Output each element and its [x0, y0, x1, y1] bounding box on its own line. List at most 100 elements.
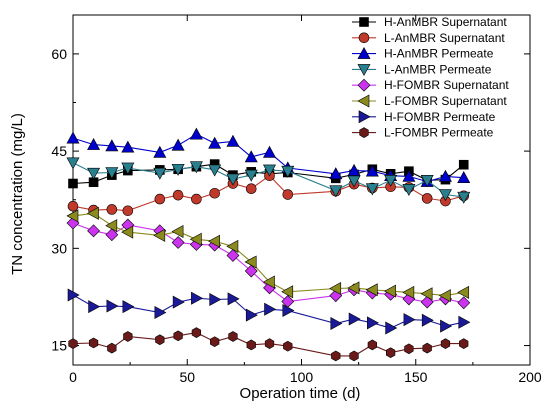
x-axis-title: Operation time (d): [240, 385, 361, 402]
data-point: [208, 164, 222, 177]
x-tick-label: 0: [69, 369, 77, 385]
data-point: [153, 167, 167, 180]
data-point: [171, 236, 185, 249]
data-point: [329, 167, 343, 180]
data-point: [227, 292, 240, 306]
data-point: [283, 340, 293, 352]
legend-label: L-FOMBR Supernatant: [384, 94, 507, 108]
data-point: [208, 234, 220, 248]
data-point: [189, 161, 203, 174]
legend-item: H-FOMBR Permeate: [352, 110, 496, 124]
data-point: [385, 321, 398, 335]
data-point: [68, 338, 78, 349]
data-point: [209, 187, 220, 199]
legend-marker: [358, 110, 371, 124]
data-point: [191, 291, 204, 305]
data-point: [226, 249, 240, 262]
y-axis-title: TN concentration (mg/L): [9, 113, 26, 275]
data-point: [122, 205, 134, 217]
legend-item: H-FOMBR Supernatant: [352, 78, 509, 92]
data-point: [329, 185, 343, 198]
data-point: [420, 287, 433, 301]
data-point: [122, 300, 135, 314]
legend-label: L-AnMBR Supernatant: [384, 31, 505, 45]
series-l-fombr-supernatant: [66, 206, 470, 303]
data-point: [367, 339, 377, 351]
data-point: [244, 255, 257, 269]
data-point: [191, 193, 202, 205]
legend-label: L-FOMBR Permeate: [384, 126, 494, 140]
data-point: [191, 327, 202, 338]
data-point: [438, 189, 452, 202]
data-point: [189, 127, 203, 140]
legend: H-AnMBR Supernatant L-AnMBR Supernatant H-…: [352, 15, 509, 140]
data-point: [245, 308, 258, 322]
data-point: [420, 174, 434, 187]
legend-marker: [359, 17, 369, 27]
data-point: [88, 337, 99, 349]
data-point: [422, 342, 432, 354]
data-point: [171, 224, 184, 238]
data-point: [264, 338, 275, 349]
data-point: [171, 138, 185, 151]
data-point: [244, 264, 258, 278]
x-tick-label: 50: [179, 369, 195, 385]
y-tick-label: 15: [51, 338, 67, 354]
data-point: [404, 343, 414, 355]
data-point: [383, 284, 396, 298]
data-point: [349, 350, 359, 362]
data-point: [457, 285, 470, 299]
legend-item: L-AnMBR Supernatant: [352, 31, 505, 45]
data-point: [172, 189, 184, 201]
data-point: [66, 209, 79, 223]
data-point: [210, 336, 220, 348]
data-point: [365, 283, 378, 297]
data-point: [438, 169, 452, 182]
data-point: [420, 295, 434, 309]
data-point: [348, 312, 361, 326]
data-point: [154, 193, 166, 205]
legend-label: H-AnMBR Permeate: [384, 47, 494, 61]
data-point: [171, 163, 185, 176]
legend-label: L-AnMBR Permeate: [384, 62, 492, 76]
legend-marker: [357, 46, 371, 59]
data-point: [121, 162, 135, 175]
data-point: [67, 288, 80, 302]
data-point: [228, 331, 238, 342]
data-point: [402, 169, 416, 182]
y-tick-label: 60: [51, 46, 67, 62]
data-point: [458, 159, 469, 170]
x-tick-label: 150: [404, 369, 428, 385]
data-point: [87, 167, 101, 180]
legend-label: H-AnMBR Supernatant: [384, 15, 507, 29]
data-point: [263, 145, 277, 158]
data-point: [172, 295, 185, 309]
data-point: [66, 131, 80, 144]
series-l-fombr-permeate: [68, 327, 469, 362]
data-point: [245, 183, 257, 195]
data-point: [226, 239, 239, 253]
data-point: [153, 228, 166, 242]
y-tick-label: 30: [51, 240, 67, 256]
data-point: [105, 228, 119, 242]
data-point: [106, 204, 118, 215]
data-point: [438, 289, 451, 303]
legend-label: H-FOMBR Supernatant: [384, 78, 509, 92]
data-point: [282, 304, 295, 318]
data-point: [331, 350, 341, 362]
data-point: [106, 299, 119, 313]
series-l-anmbr-permeate: [66, 157, 471, 204]
data-point: [87, 224, 100, 238]
data-point: [329, 282, 342, 296]
data-point: [189, 232, 202, 246]
data-point: [173, 330, 183, 342]
legend-marker: [357, 78, 371, 92]
data-point: [403, 313, 416, 327]
data-point: [264, 302, 277, 316]
data-point: [457, 171, 471, 183]
series-layer: [66, 127, 471, 362]
data-point: [153, 145, 167, 158]
data-point: [262, 275, 275, 289]
data-point: [107, 342, 117, 354]
